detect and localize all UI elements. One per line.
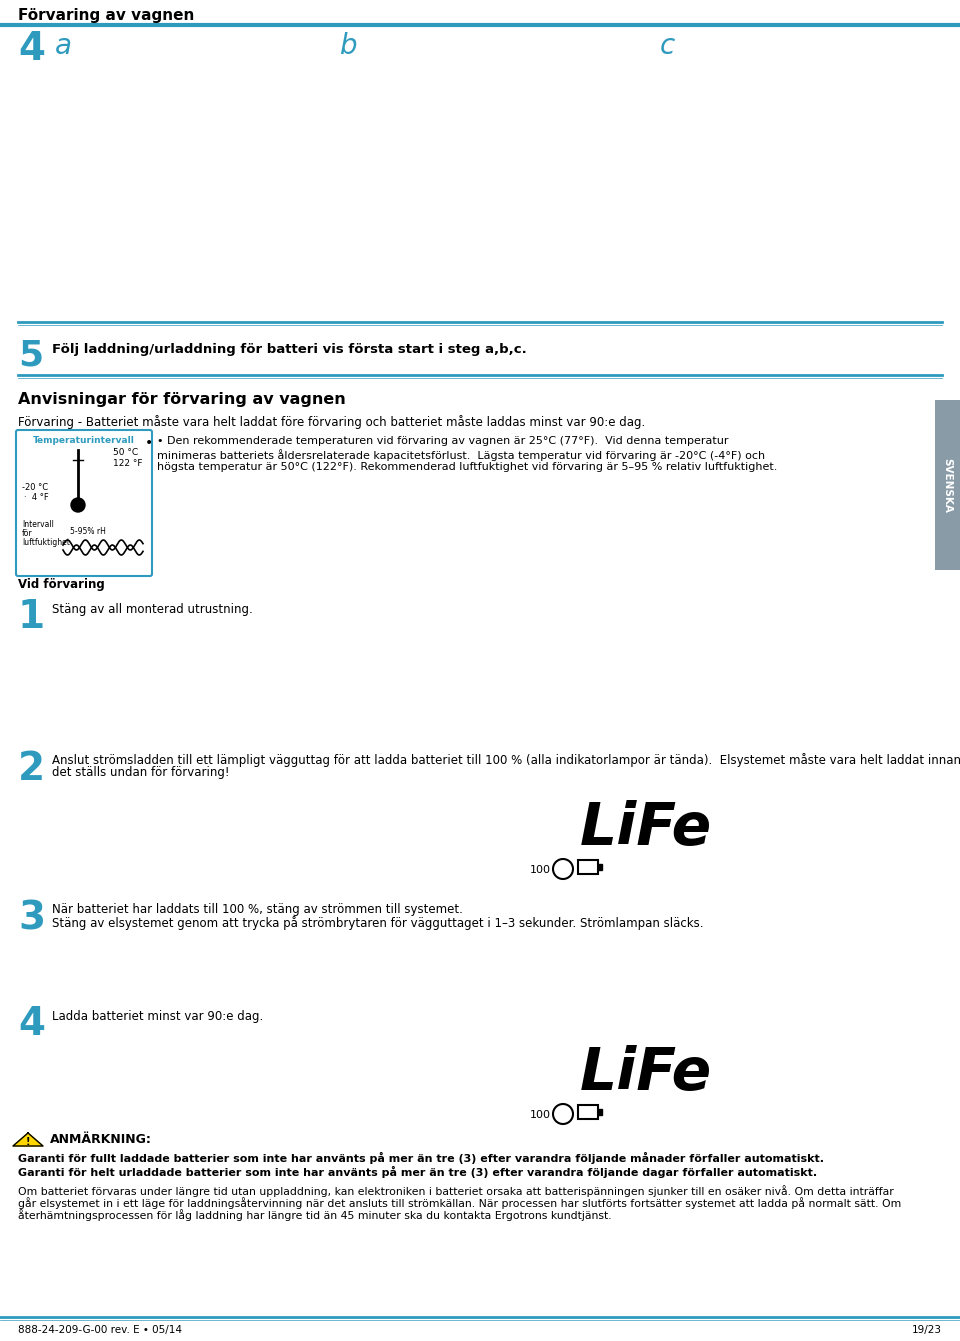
Text: 100: 100 xyxy=(530,1110,551,1120)
Text: 100: 100 xyxy=(530,865,551,874)
Text: 5-95% rH: 5-95% rH xyxy=(70,527,106,536)
Text: Garanti för helt urladdade batterier som inte har använts på mer än tre (3) efte: Garanti för helt urladdade batterier som… xyxy=(18,1167,817,1179)
Text: Temperaturintervall: Temperaturintervall xyxy=(33,436,135,445)
Text: 5: 5 xyxy=(18,338,43,371)
Text: återhämtningsprocessen för låg laddning har längre tid än 45 minuter ska du kont: återhämtningsprocessen för låg laddning … xyxy=(18,1210,612,1220)
Text: 2: 2 xyxy=(18,750,45,789)
Bar xyxy=(330,55,640,310)
Bar xyxy=(578,1105,598,1118)
Bar xyxy=(660,55,940,310)
Bar xyxy=(598,864,602,870)
Text: minimeras batteriets åldersrelaterade kapacitetsförlust.  Lägsta temperatur vid : minimeras batteriets åldersrelaterade ka… xyxy=(157,449,765,461)
Text: för: för xyxy=(22,528,33,538)
Circle shape xyxy=(71,498,85,512)
Bar xyxy=(18,55,315,310)
Text: Förvaring av vagnen: Förvaring av vagnen xyxy=(18,8,194,23)
Polygon shape xyxy=(13,1133,43,1147)
Bar xyxy=(578,860,598,874)
Text: Garanti för fullt laddade batterier som inte har använts på mer än tre (3) efter: Garanti för fullt laddade batterier som … xyxy=(18,1152,824,1164)
Text: det ställs undan för förvaring!: det ställs undan för förvaring! xyxy=(52,766,229,779)
Text: 1: 1 xyxy=(18,598,45,636)
Text: går elsystemet in i ett läge för laddningsåtervinning när det ansluts till ström: går elsystemet in i ett läge för laddnin… xyxy=(18,1198,901,1208)
Text: a: a xyxy=(55,32,72,60)
Text: LiFe: LiFe xyxy=(580,1045,712,1102)
Text: Vid förvaring: Vid förvaring xyxy=(18,578,105,591)
Text: c: c xyxy=(660,32,675,60)
Bar xyxy=(935,400,960,570)
Text: 50 °C: 50 °C xyxy=(113,448,138,457)
Text: Stäng av all monterad utrustning.: Stäng av all monterad utrustning. xyxy=(52,603,252,616)
Text: !: ! xyxy=(26,1137,31,1147)
Bar xyxy=(598,1109,602,1114)
FancyBboxPatch shape xyxy=(16,430,152,577)
Text: -20 °C: -20 °C xyxy=(22,483,48,492)
Text: Om batteriet förvaras under längre tid utan uppladdning, kan elektroniken i batt: Om batteriet förvaras under längre tid u… xyxy=(18,1185,894,1198)
Text: ANMÄRKNING:: ANMÄRKNING: xyxy=(50,1133,152,1147)
Text: Följ laddning/urladdning för batteri vis första start i steg a,b,c.: Följ laddning/urladdning för batteri vis… xyxy=(52,343,527,355)
Text: Stäng av elsystemet genom att trycka på strömbrytaren för vägguttaget i 1–3 seku: Stäng av elsystemet genom att trycka på … xyxy=(52,916,704,929)
Text: • Den rekommenderade temperaturen vid förvaring av vagnen är 25°C (77°F).  Vid d: • Den rekommenderade temperaturen vid fö… xyxy=(157,436,729,447)
Text: högsta temperatur är 50°C (122°F). Rekommenderad luftfuktighet vid förvaring är : högsta temperatur är 50°C (122°F). Rekom… xyxy=(157,463,778,472)
Text: luftfuktighet: luftfuktighet xyxy=(22,538,70,547)
Text: Förvaring - Batteriet måste vara helt laddat före förvaring och batteriet måste : Förvaring - Batteriet måste vara helt la… xyxy=(18,414,645,429)
Text: 888-24-209-G-00 rev. E • 05/14: 888-24-209-G-00 rev. E • 05/14 xyxy=(18,1325,182,1336)
Text: 19/23: 19/23 xyxy=(912,1325,942,1336)
Text: Intervall: Intervall xyxy=(22,520,54,528)
Text: 3: 3 xyxy=(18,900,45,937)
Text: Ladda batteriet minst var 90:e dag.: Ladda batteriet minst var 90:e dag. xyxy=(52,1010,263,1023)
Text: Anslut strömsladden till ett lämpligt vägguttag för att ladda batteriet till 100: Anslut strömsladden till ett lämpligt vä… xyxy=(52,754,960,767)
Text: När batteriet har laddats till 100 %, stäng av strömmen till systemet.: När batteriet har laddats till 100 %, st… xyxy=(52,902,463,916)
Text: 4: 4 xyxy=(18,30,45,68)
Text: 4: 4 xyxy=(18,1004,45,1043)
Text: Anvisningar för förvaring av vagnen: Anvisningar för förvaring av vagnen xyxy=(18,392,346,408)
Text: ·  4 °F: · 4 °F xyxy=(24,493,49,502)
Text: b: b xyxy=(340,32,358,60)
Text: 122 °F: 122 °F xyxy=(113,459,142,468)
Text: LiFe: LiFe xyxy=(580,801,712,857)
Text: SVENSKA: SVENSKA xyxy=(942,457,952,512)
Text: •: • xyxy=(145,436,154,451)
